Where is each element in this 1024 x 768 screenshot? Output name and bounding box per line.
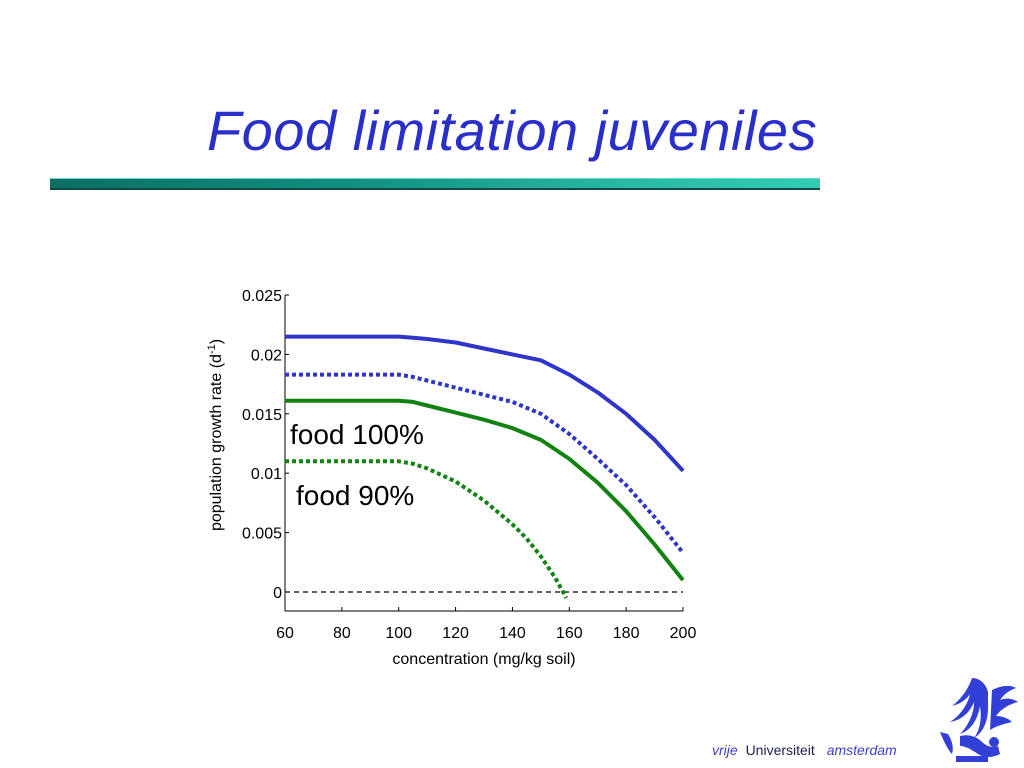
series-line-1 [285, 334, 685, 473]
x-tick-label: 160 [556, 625, 583, 642]
footer-universiteit: Universiteit [745, 742, 815, 758]
x-tick-label: 80 [333, 625, 351, 642]
series-line-3 [285, 398, 685, 582]
series-line-4 [285, 459, 569, 599]
footer-vrije: vrije [712, 742, 738, 758]
x-tick-label: 120 [442, 625, 469, 642]
x-tick-label: 100 [385, 625, 412, 642]
x-tick-label: 60 [276, 625, 294, 642]
footer-amsterdam: amsterdam [826, 742, 897, 758]
annotation-food-100: food 100% [290, 419, 424, 450]
y-tick-label: 0.005 [242, 526, 282, 543]
y-tick-label: 0.02 [251, 347, 282, 364]
y-tick-label: 0.01 [251, 466, 282, 483]
x-tick-label: 140 [499, 625, 526, 642]
university-griffin-emblem-icon [940, 678, 1018, 762]
title-underline-bar [50, 178, 820, 190]
x-tick-label: 200 [670, 625, 697, 642]
footer-university-name: vrije Universiteit amsterdam [712, 742, 897, 758]
series-line-2 [285, 372, 685, 555]
annotation-food-90: food 90% [296, 480, 414, 511]
x-axis-label: concentration (mg/kg soil) [392, 651, 575, 668]
slide-title: Food limitation juveniles [206, 99, 818, 162]
y-tick-label: 0.025 [242, 288, 282, 305]
x-tick-label: 180 [613, 625, 640, 642]
y-tick-label: 0.015 [242, 407, 282, 424]
y-tick-label: 0 [273, 585, 282, 602]
y-axis-label: population growth rate (d-1) [206, 339, 225, 531]
